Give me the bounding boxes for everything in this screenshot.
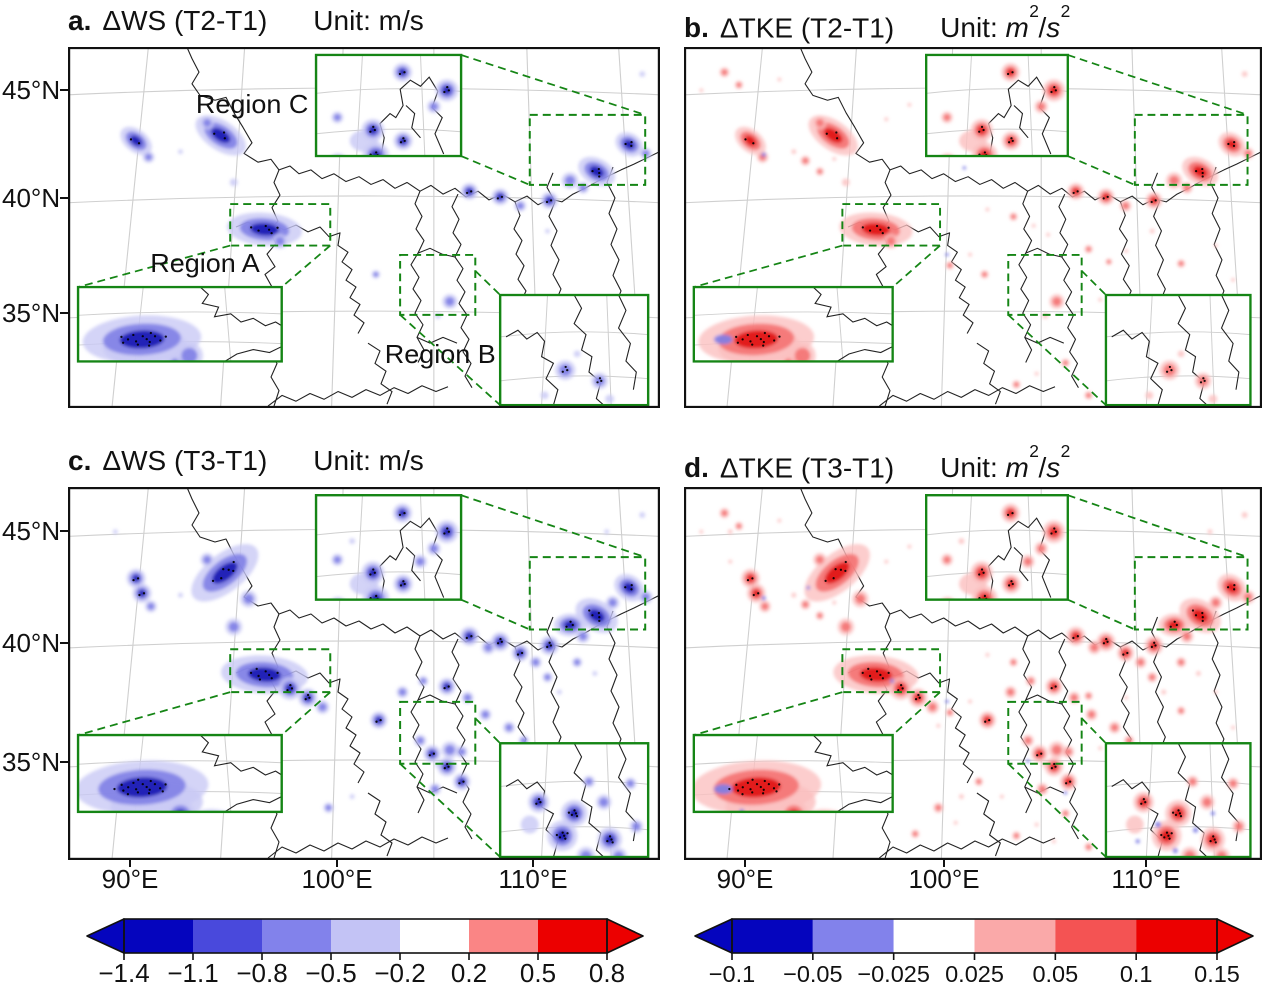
lon-tickmark bbox=[336, 860, 338, 867]
panel-d-title-text: ΔTKE (T3-T1) bbox=[719, 452, 895, 484]
panel-c-map bbox=[68, 487, 660, 860]
panel-a-title-text: ΔWS (T2-T1) bbox=[102, 5, 268, 36]
lon-tickmark bbox=[744, 860, 746, 867]
svg-text:−0.05: −0.05 bbox=[783, 961, 842, 987]
lat-tickmark bbox=[60, 642, 68, 644]
svg-text:0.8: 0.8 bbox=[589, 958, 625, 988]
panel-a-title: a. ΔWS (T2-T1) Unit: m/s bbox=[68, 2, 424, 40]
panel-d-title: d. ΔTKE (T3-T1) Unit: m2/s2 bbox=[684, 441, 1071, 487]
panel-b-unit-value: m2/s2 bbox=[1005, 1, 1071, 44]
lon-tickmark bbox=[532, 860, 534, 867]
lat-tickmark bbox=[60, 761, 68, 763]
panel-c-unit: Unit: m/s bbox=[313, 445, 424, 476]
lon-tick-100e-d: 100°E bbox=[908, 864, 980, 894]
panel-b-unit: Unit: m2/s2 bbox=[940, 1, 1071, 44]
lat-tick-40n-c: 40°N bbox=[2, 628, 61, 658]
svg-text:0.15: 0.15 bbox=[1194, 961, 1240, 987]
svg-text:−0.025: −0.025 bbox=[857, 961, 930, 987]
svg-text:−1.4: −1.4 bbox=[98, 958, 149, 988]
panel-b-title-text: ΔTKE (T2-T1) bbox=[719, 12, 895, 44]
svg-text:0.5: 0.5 bbox=[520, 958, 556, 988]
panel-c-title-text: ΔWS (T3-T1) bbox=[102, 445, 268, 476]
svg-text:0.025: 0.025 bbox=[945, 961, 1004, 987]
lat-tickmark bbox=[60, 530, 68, 532]
lon-tick-90e-d: 90°E bbox=[716, 864, 774, 894]
panel-a-label: a. bbox=[68, 5, 92, 36]
lat-tickmark bbox=[60, 89, 68, 91]
panel-a-unit-value: m/s bbox=[378, 5, 424, 36]
panel-d-label: d. bbox=[684, 452, 709, 484]
lat-tickmark bbox=[60, 312, 68, 314]
colorbar-tke: −0.1 −0.05 −0.025 0.025 0.05 0.1 0.15 bbox=[694, 918, 1254, 987]
panel-b-map bbox=[684, 47, 1262, 408]
panel-a-unit: Unit: m/s bbox=[313, 5, 424, 36]
panel-d-unit: Unit: m2/s2 bbox=[940, 441, 1071, 484]
panel-c-label: c. bbox=[68, 445, 92, 476]
lon-tick-100e-c: 100°E bbox=[301, 864, 373, 894]
svg-text:−0.8: −0.8 bbox=[236, 958, 287, 988]
lat-tick-45n-a: 45°N bbox=[2, 75, 61, 105]
lon-tick-110e-d: 110°E bbox=[1111, 864, 1181, 894]
svg-text:−0.1: −0.1 bbox=[709, 961, 755, 987]
lon-tick-90e-c: 90°E bbox=[101, 864, 159, 894]
lat-tick-35n-c: 35°N bbox=[2, 747, 61, 777]
lon-tick-110e-c: 110°E bbox=[498, 864, 568, 894]
panel-b-label: b. bbox=[684, 12, 709, 44]
colorbar-ws: −1.4 −1.1 −0.8 −0.5 −0.2 0.2 0.5 0.8 bbox=[86, 918, 644, 988]
panel-d-unit-value: m2/s2 bbox=[1005, 441, 1071, 484]
lon-tickmark bbox=[1145, 860, 1147, 867]
panel-a-map: Region C Region A Region B bbox=[68, 47, 660, 408]
lon-tickmark bbox=[129, 860, 131, 867]
lat-tick-45n-c: 45°N bbox=[2, 516, 61, 546]
svg-text:Region C: Region C bbox=[196, 89, 308, 119]
panel-b-title: b. ΔTKE (T2-T1) Unit: m2/s2 bbox=[684, 1, 1071, 47]
svg-text:0.05: 0.05 bbox=[1032, 961, 1078, 987]
panel-d-map bbox=[684, 487, 1262, 860]
panel-c-title: c. ΔWS (T3-T1) Unit: m/s bbox=[68, 442, 424, 480]
svg-text:0.1: 0.1 bbox=[1120, 961, 1153, 987]
svg-text:Region A: Region A bbox=[150, 248, 260, 278]
lon-tickmark bbox=[943, 860, 945, 867]
svg-text:0.2: 0.2 bbox=[451, 958, 487, 988]
lat-tick-40n-a: 40°N bbox=[2, 183, 61, 213]
lat-tickmark bbox=[60, 197, 68, 199]
svg-text:−1.1: −1.1 bbox=[167, 958, 218, 988]
panel-c-unit-value: m/s bbox=[378, 445, 424, 476]
svg-text:−0.2: −0.2 bbox=[374, 958, 425, 988]
svg-text:−0.5: −0.5 bbox=[305, 958, 356, 988]
lat-tick-35n-a: 35°N bbox=[2, 298, 61, 328]
svg-text:Region B: Region B bbox=[385, 339, 496, 369]
